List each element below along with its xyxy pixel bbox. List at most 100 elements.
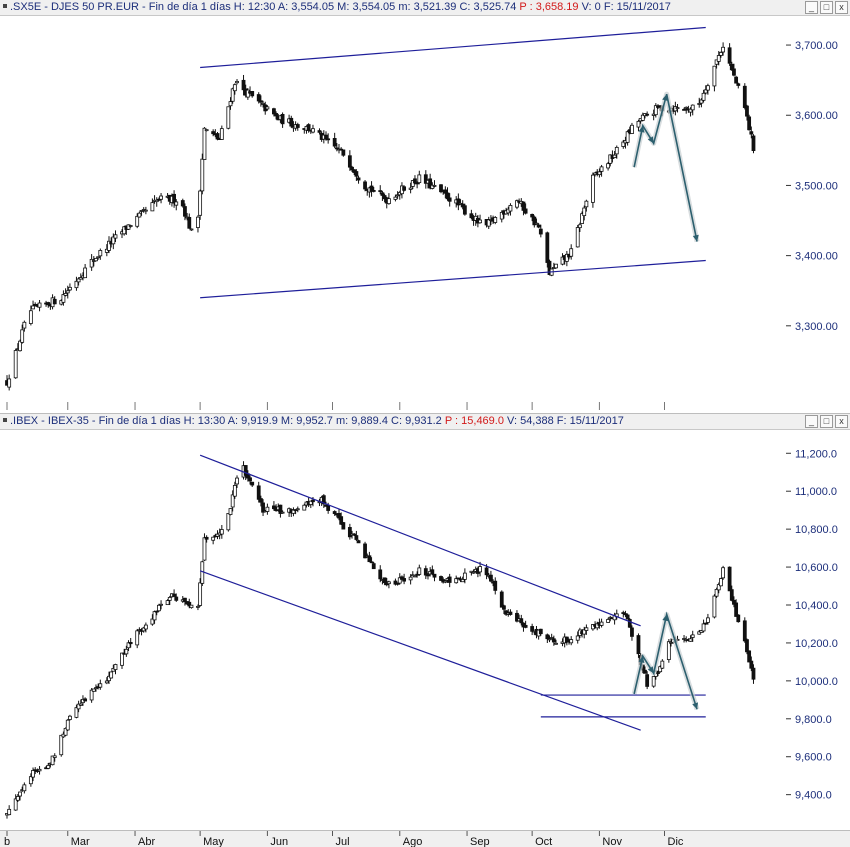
candle-body xyxy=(261,502,265,513)
candle-body xyxy=(749,660,754,669)
candle-body xyxy=(432,573,437,578)
pane-marker-icon xyxy=(3,4,7,8)
candle-body xyxy=(20,329,25,343)
candle-body xyxy=(582,207,587,216)
candle-body xyxy=(688,638,693,642)
candle-body xyxy=(640,114,645,121)
candle-body xyxy=(547,260,552,275)
candle-body xyxy=(428,178,433,189)
candle-body xyxy=(549,637,554,639)
candle-body xyxy=(382,577,387,584)
candle-body xyxy=(256,485,261,500)
candle-body xyxy=(83,267,88,279)
month-label: May xyxy=(203,836,224,847)
candle-body xyxy=(89,258,94,268)
candle-body xyxy=(324,134,328,140)
arrowhead-icon xyxy=(638,125,645,133)
candle-body xyxy=(65,290,70,294)
candle-body xyxy=(690,634,695,638)
pane-marker-icon xyxy=(3,418,7,422)
candle-body xyxy=(645,113,650,116)
candle-body xyxy=(612,154,617,158)
candle-body xyxy=(621,612,626,614)
sx5e-maximize-button[interactable]: □ xyxy=(820,1,833,14)
candle-body xyxy=(395,582,400,585)
candle-body xyxy=(636,120,641,128)
candle-body xyxy=(111,236,116,245)
ibex-price-chart: 9,400.0 9,600.0 9,800.0 10,000.0 10,200.0 10,… xyxy=(5,448,838,819)
candle-body xyxy=(172,593,176,597)
sx5e-price: P : 3,658.19 xyxy=(519,1,579,13)
candle-body xyxy=(523,624,528,628)
sx5e-close-button[interactable]: x xyxy=(835,1,848,14)
candle-body xyxy=(243,465,248,476)
candle-body xyxy=(159,603,163,606)
candle-body xyxy=(363,181,367,190)
candle-body xyxy=(493,580,498,591)
candle-body xyxy=(456,577,461,580)
month-label: Jul xyxy=(336,836,350,847)
candle-body xyxy=(280,511,285,514)
sx5e-minimize-button[interactable]: _ xyxy=(805,1,818,14)
candle-body xyxy=(219,529,224,535)
candle-body xyxy=(382,195,387,200)
candle-body xyxy=(447,576,452,583)
candle-body xyxy=(445,192,450,200)
candle-body xyxy=(395,194,400,197)
candle-body xyxy=(196,605,200,608)
ibex-maximize-button[interactable]: □ xyxy=(820,415,833,428)
candle-body xyxy=(339,516,344,525)
candle-body xyxy=(230,88,235,102)
candle-body xyxy=(719,578,723,587)
candle-body xyxy=(714,59,719,65)
candle-body xyxy=(623,613,628,616)
candle-body xyxy=(31,770,35,778)
candle-body xyxy=(551,638,556,643)
candle-body xyxy=(423,568,428,576)
candle-body xyxy=(22,784,27,792)
sx5e-high: M: 3,554.05 xyxy=(337,1,396,13)
candle-body xyxy=(408,187,413,190)
ibex-chart-pane: .IBEX - IBEX-35 - Fin de día 1 días H: 1… xyxy=(0,413,850,831)
candle-body xyxy=(413,575,417,578)
ibex-close-button[interactable]: x xyxy=(835,415,848,428)
candle-body xyxy=(278,504,283,514)
candle-body xyxy=(113,664,118,670)
candle-body xyxy=(701,623,706,632)
sx5e-open: A: 3,554.05 xyxy=(277,1,335,13)
candle-body xyxy=(94,258,98,262)
candle-body xyxy=(183,206,187,217)
candle-body xyxy=(59,734,64,756)
candle-body xyxy=(104,248,109,253)
month-label: Ago xyxy=(403,836,423,847)
candle-body xyxy=(308,500,313,505)
candle-body xyxy=(198,190,203,216)
candle-body xyxy=(460,578,465,583)
candle-body xyxy=(228,101,233,107)
candle-body xyxy=(378,569,383,580)
candle-body xyxy=(321,495,326,505)
candle-body xyxy=(417,567,422,575)
arrowhead-icon xyxy=(662,94,669,102)
candle-body xyxy=(295,508,300,511)
candle-body xyxy=(356,177,361,181)
candle-body xyxy=(7,378,12,388)
candle-body xyxy=(719,52,723,56)
candle-body xyxy=(712,595,717,618)
candle-body xyxy=(226,106,231,129)
candle-body xyxy=(621,141,626,147)
candle-body xyxy=(50,755,55,766)
y-tick-label: 10,000.0 xyxy=(795,676,838,688)
trend-line xyxy=(199,454,641,627)
candle-body xyxy=(13,350,18,379)
candle-body xyxy=(94,687,98,690)
candle-body xyxy=(729,589,734,601)
candle-body xyxy=(630,124,634,134)
candle-body xyxy=(575,635,580,641)
candle-body xyxy=(564,636,569,643)
trend-line xyxy=(199,570,641,731)
ibex-minimize-button[interactable]: _ xyxy=(805,415,818,428)
candle-body xyxy=(697,103,702,105)
candle-body xyxy=(569,639,574,644)
candle-body xyxy=(625,131,630,143)
